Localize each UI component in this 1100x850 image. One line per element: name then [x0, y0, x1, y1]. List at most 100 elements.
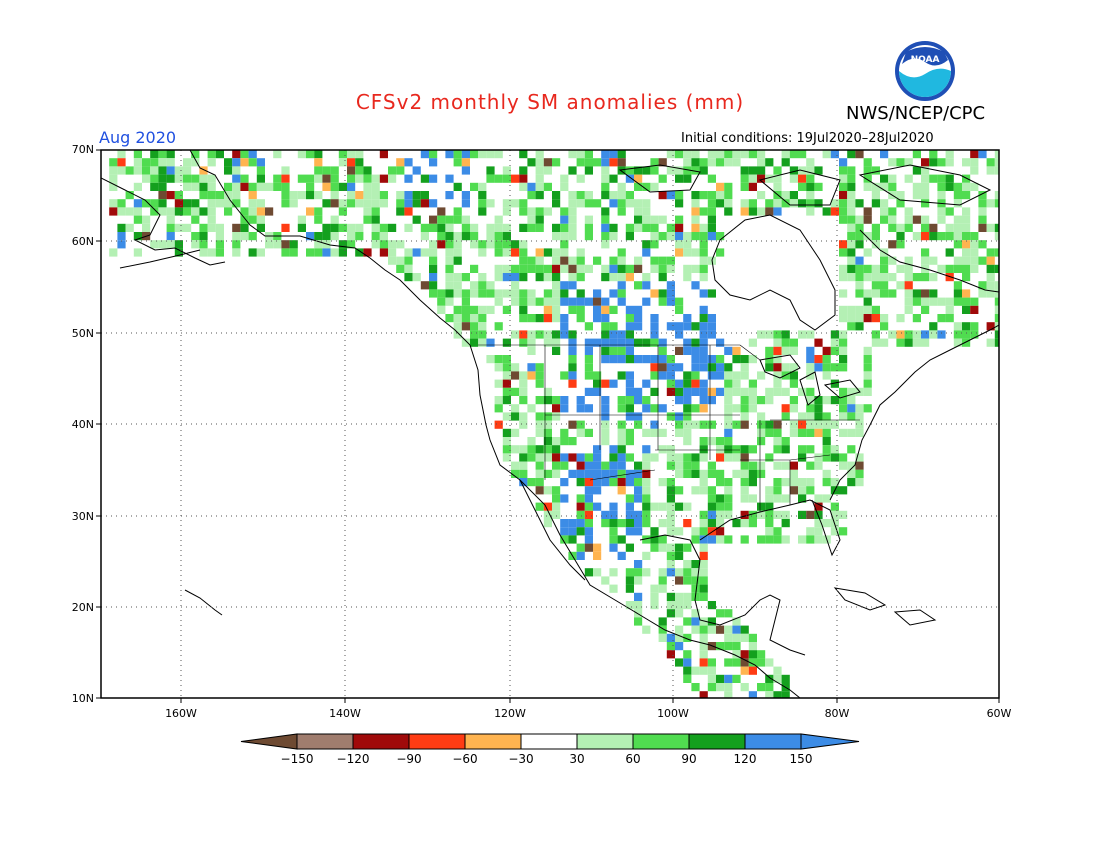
anomaly-cell [502, 264, 511, 273]
anomaly-cell [732, 453, 741, 462]
anomaly-cell [617, 264, 626, 273]
anomaly-cell [576, 297, 585, 306]
anomaly-cell [806, 191, 815, 200]
anomaly-cell [617, 199, 626, 208]
anomaly-cell [420, 191, 429, 200]
anomaly-cell [593, 158, 602, 167]
anomaly-cell [732, 387, 741, 396]
anomaly-cell [609, 273, 618, 282]
anomaly-cell [527, 256, 536, 265]
anomaly-cell [338, 223, 347, 232]
anomaly-cell [609, 461, 618, 470]
anomaly-cell [716, 642, 725, 651]
anomaly-cell [912, 150, 921, 159]
anomaly-cell [699, 519, 708, 528]
anomaly-cell [691, 248, 700, 257]
anomaly-cell [658, 568, 667, 577]
anomaly-cell [461, 338, 470, 347]
anomaly-cell [724, 158, 733, 167]
anomaly-cell [183, 182, 192, 191]
anomaly-cell [166, 150, 175, 159]
anomaly-cell [699, 560, 708, 569]
anomaly-cell [765, 453, 774, 462]
anomaly-cell [880, 207, 889, 216]
anomaly-cell [248, 199, 257, 208]
anomaly-cell [338, 248, 347, 257]
anomaly-cell [199, 248, 208, 257]
anomaly-cell [625, 453, 634, 462]
anomaly-cell [609, 519, 618, 528]
anomaly-cell [535, 445, 544, 454]
anomaly-cell [650, 543, 659, 552]
anomaly-cell [716, 182, 725, 191]
anomaly-cell [256, 174, 265, 183]
anomaly-cell [609, 543, 618, 552]
anomaly-cell [535, 363, 544, 372]
anomaly-cell [855, 404, 864, 413]
anomaly-cell [658, 428, 667, 437]
anomaly-cell [363, 166, 372, 175]
anomaly-cell [248, 191, 257, 200]
anomaly-cell [625, 314, 634, 323]
anomaly-cell [757, 461, 766, 470]
anomaly-cell [437, 215, 446, 224]
anomaly-cell [683, 650, 692, 659]
anomaly-cell [511, 281, 520, 290]
anomaly-cell [707, 420, 716, 429]
anomaly-cell [142, 174, 151, 183]
anomaly-cell [912, 289, 921, 298]
anomaly-cell [650, 535, 659, 544]
anomaly-cell [560, 281, 569, 290]
anomaly-cell [470, 281, 479, 290]
lat-label-40: 40N [71, 418, 94, 431]
anomaly-cell [707, 207, 716, 216]
anomaly-cell [814, 363, 823, 372]
anomaly-cell [765, 674, 774, 683]
anomaly-cell [666, 642, 675, 651]
anomaly-cell [429, 273, 438, 282]
anomaly-cell [601, 428, 610, 437]
anomaly-cell [666, 494, 675, 503]
anomaly-cell [699, 330, 708, 339]
anomaly-cell [699, 437, 708, 446]
anomaly-cell [675, 420, 684, 429]
anomaly-cell [609, 478, 618, 487]
anomaly-cell [937, 215, 946, 224]
anomaly-cell [994, 264, 999, 273]
anomaly-cell [806, 478, 815, 487]
anomaly-cell [306, 174, 315, 183]
anomaly-cell [617, 281, 626, 290]
anomaly-cell [593, 551, 602, 560]
anomaly-cell [576, 150, 585, 159]
anomaly-cell [568, 363, 577, 372]
anomaly-cell [986, 338, 995, 347]
anomaly-cell [511, 363, 520, 372]
anomaly-cell [593, 379, 602, 388]
anomaly-cell [240, 174, 249, 183]
anomaly-cell [527, 158, 536, 167]
anomaly-cell [699, 666, 708, 675]
anomaly-cell [658, 256, 667, 265]
anomaly-cell [716, 158, 725, 167]
anomaly-cell [609, 305, 618, 314]
anomaly-cell [617, 355, 626, 364]
anomaly-cell [609, 330, 618, 339]
anomaly-cell [921, 174, 930, 183]
anomaly-cell [765, 207, 774, 216]
anomaly-cell [765, 330, 774, 339]
anomaly-cell [461, 297, 470, 306]
anomaly-cell [994, 281, 999, 290]
anomaly-cell [576, 305, 585, 314]
anomaly-cell [757, 412, 766, 421]
anomaly-cell [560, 174, 569, 183]
anomaly-cell [822, 150, 831, 159]
anomaly-cell [379, 150, 388, 159]
anomaly-cell [683, 568, 692, 577]
anomaly-cell [634, 174, 643, 183]
anomaly-cell [707, 232, 716, 241]
anomaly-cell [519, 223, 528, 232]
anomaly-cell [494, 396, 503, 405]
anomaly-cell [675, 191, 684, 200]
anomaly-cell [511, 469, 520, 478]
